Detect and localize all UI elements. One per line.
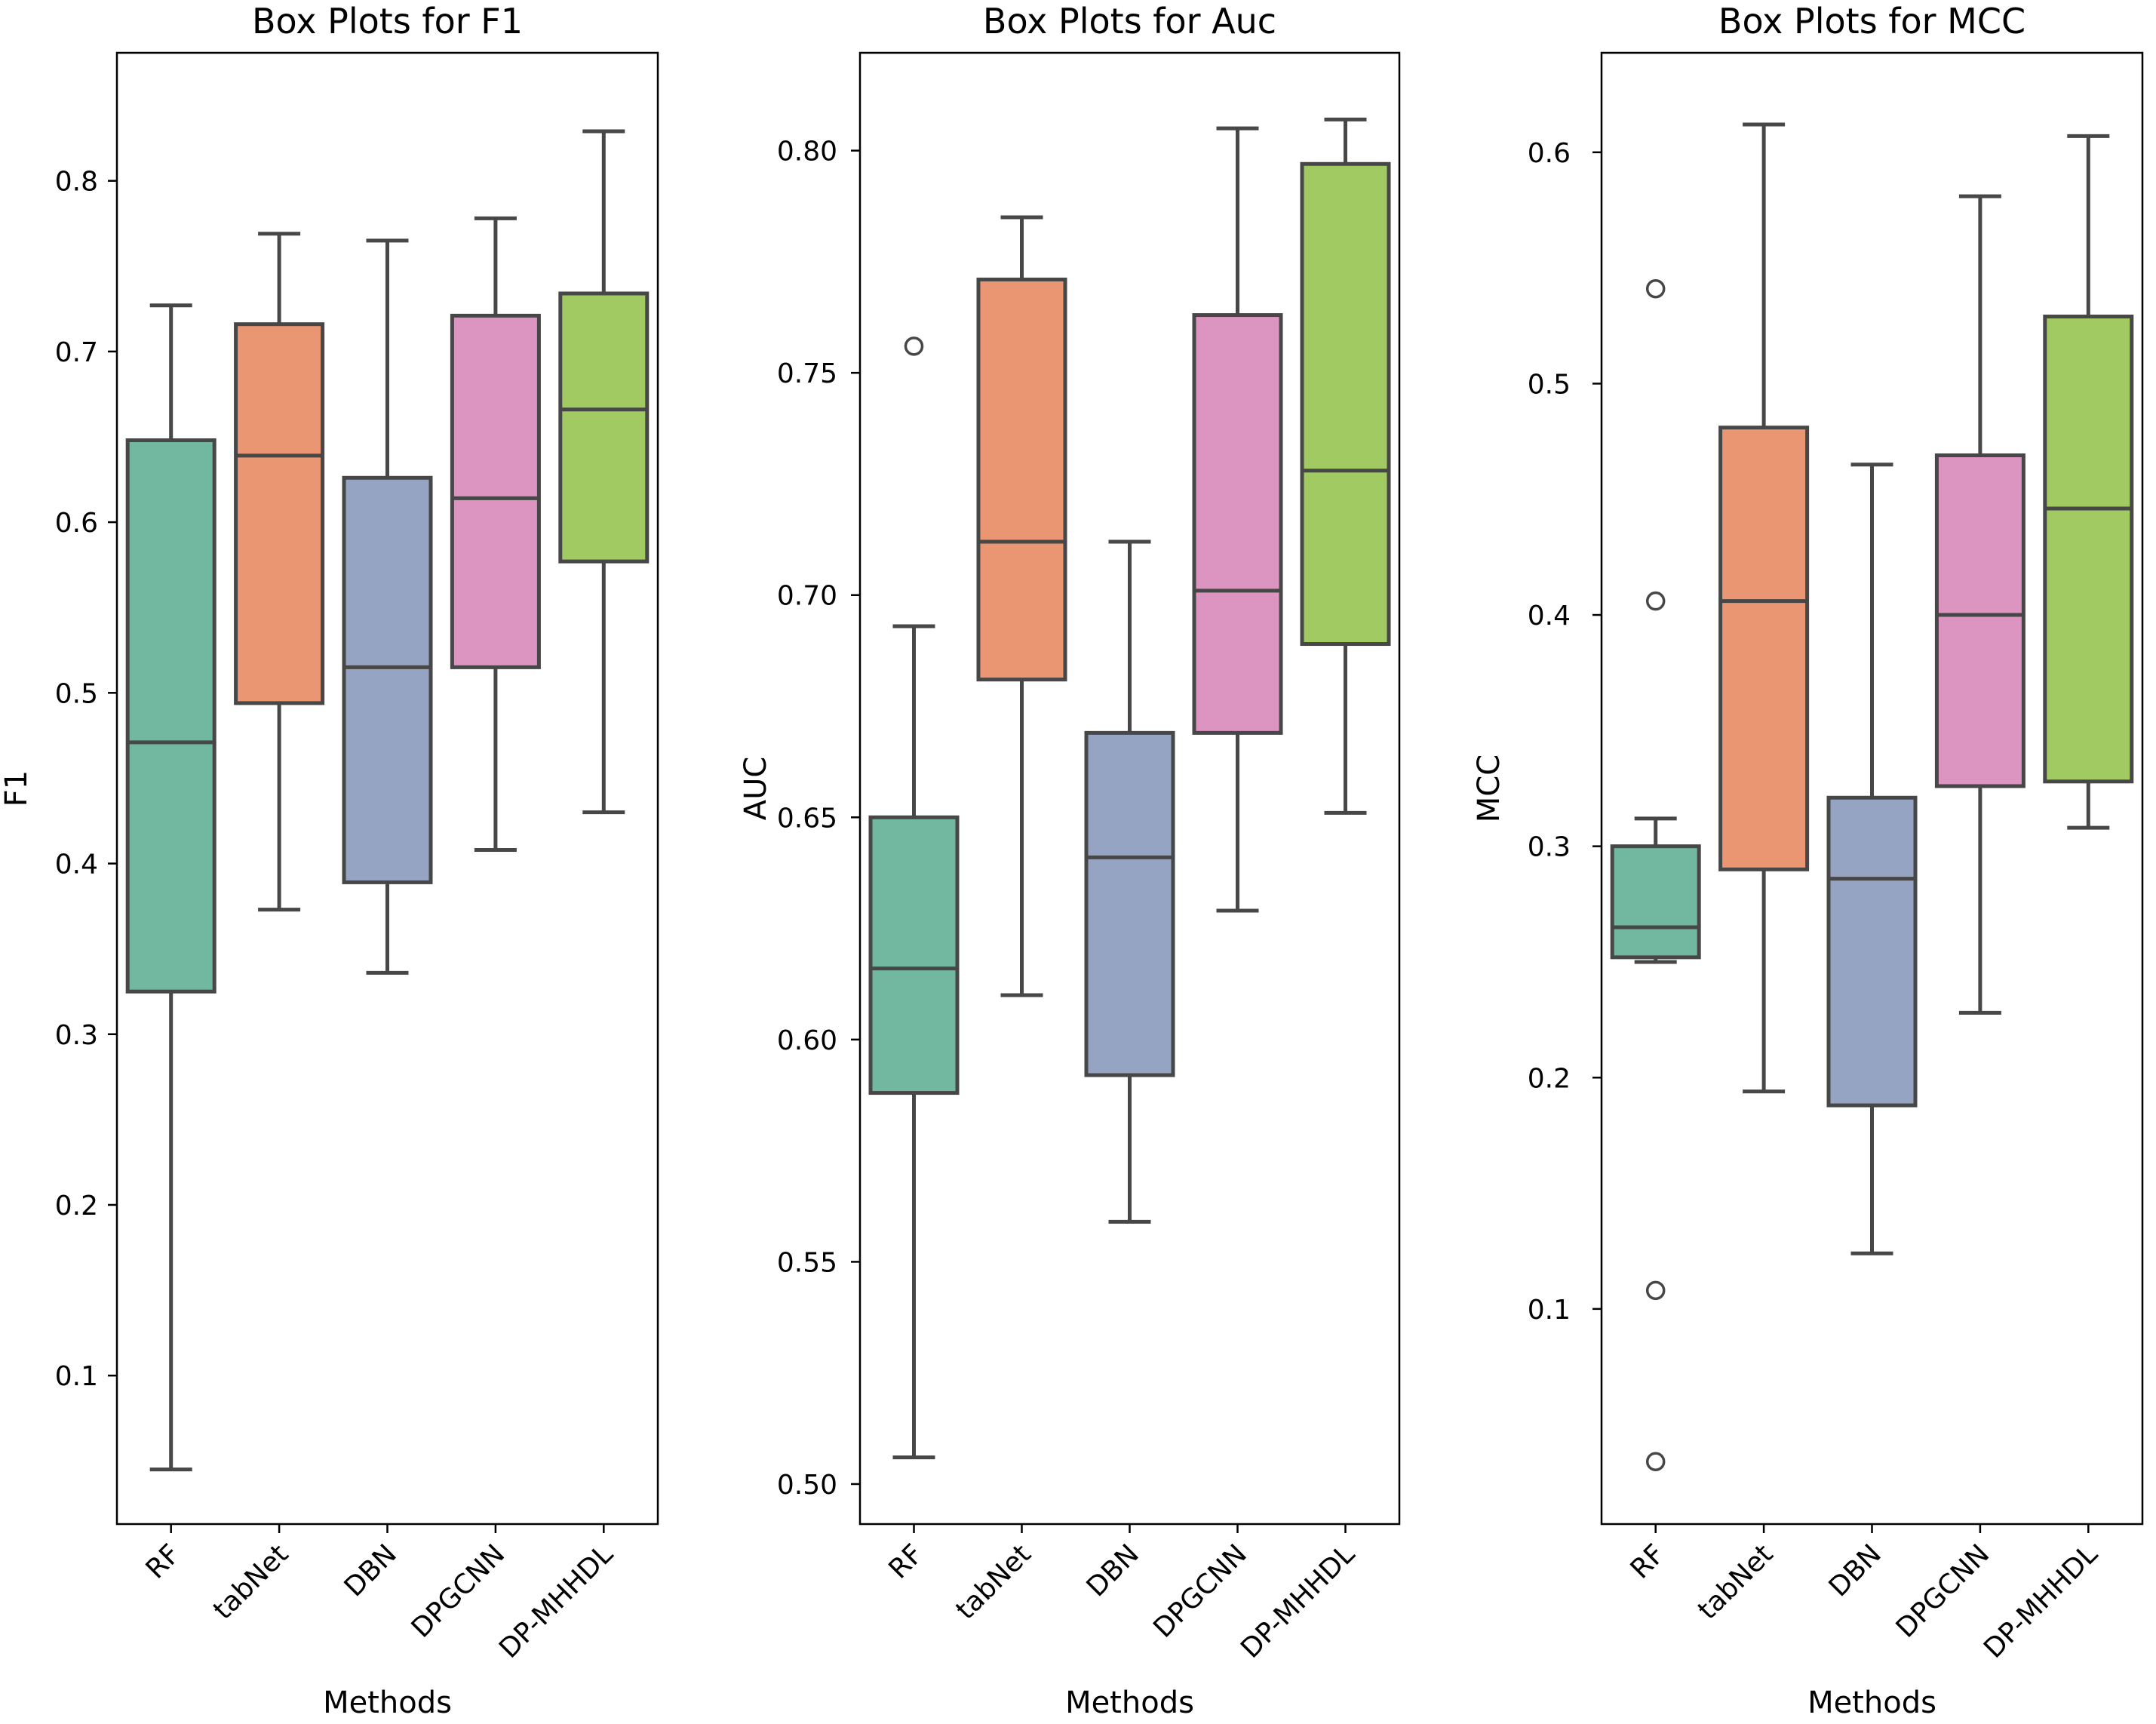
chart-panel-auc: Box Plots for Auc AUC Methods 0.50 0.55 0.60 0… [739, 1, 1401, 1720]
box-tabnet [234, 232, 325, 912]
box-tabnet [1718, 122, 1810, 1094]
box-dp-mhhdl [2043, 134, 2134, 830]
y-tick-label: 0.70 [777, 581, 837, 612]
y-tick-label: 0.60 [777, 1025, 837, 1056]
box-dpgcnn [1192, 126, 1283, 913]
x-axis-label: Methods [1807, 1686, 1936, 1720]
iqr-box [1718, 426, 1810, 871]
y-tick-label: 0.2 [55, 1191, 98, 1222]
x-tick-label-rf: RF [1625, 1538, 1671, 1584]
iqr-box [868, 815, 960, 1096]
x-tick-label-dbn: DBN [339, 1538, 403, 1603]
chart-title: Box Plots for MCC [1718, 1, 2025, 41]
box-tabnet [976, 215, 1067, 997]
x-axis-label: Methods [1065, 1686, 1194, 1720]
chart-panel-mcc: Box Plots for MCC MCC Methods 0.1 0.2 0.3 0.4 0… [1472, 1, 2144, 1720]
chart-title: Box Plots for F1 [252, 1, 523, 41]
iqr-box [1826, 795, 1918, 1108]
iqr-box [1610, 844, 1701, 960]
box-dbn [1084, 539, 1175, 1224]
iqr-box [2043, 315, 2134, 784]
iqr-box [1300, 161, 1391, 647]
y-tick-label: 0.1 [1528, 1295, 1571, 1326]
box-rf [868, 337, 960, 1460]
y-tick-label: 0.7 [55, 337, 98, 368]
x-tick-label-dpgcnn: DPGCNN [406, 1538, 511, 1644]
x-tick-label-dpgcnn: DPGCNN [1890, 1538, 1996, 1644]
x-tick-label-tabnet: tabNet [1692, 1538, 1779, 1625]
y-axis-label: AUC [739, 757, 773, 821]
iqr-box [976, 277, 1067, 682]
iqr-box [558, 291, 650, 564]
iqr-box [125, 438, 217, 994]
box-dpgcnn [450, 216, 541, 852]
x-tick-label-dpgcnn: DPGCNN [1147, 1538, 1253, 1644]
y-tick-label: 0.80 [777, 137, 837, 167]
x-axis-label: Methods [323, 1686, 452, 1720]
y-tick-label: 0.3 [55, 1020, 98, 1051]
outlier-point [1645, 591, 1666, 611]
plot-frame [858, 51, 1401, 1526]
box-dp-mhhdl [558, 129, 650, 815]
y-tick-label: 0.6 [1528, 138, 1571, 169]
box-dbn [1826, 462, 1918, 1255]
y-tick-label: 0.6 [55, 508, 98, 539]
y-tick-label: 0.65 [777, 803, 837, 834]
y-axis-label: MCC [1472, 754, 1506, 822]
x-tick-label-dp-mhhdl: DP-MHHDL [1235, 1538, 1361, 1664]
y-tick-label: 0.3 [1528, 832, 1571, 863]
plot-frame [115, 51, 659, 1526]
y-tick-label: 0.75 [777, 358, 837, 389]
iqr-box [450, 313, 541, 669]
iqr-box [342, 475, 433, 884]
y-tick-label: 0.8 [55, 167, 98, 198]
x-tick-label-tabnet: tabNet [950, 1538, 1037, 1625]
x-tick-label-dp-mhhdl: DP-MHHDL [493, 1538, 619, 1664]
plot-frame [1600, 51, 2144, 1526]
x-tick-label-dbn: DBN [1823, 1538, 1887, 1603]
chart-title: Box Plots for Auc [983, 1, 1276, 41]
box-dbn [342, 238, 433, 975]
y-tick-label: 0.2 [1528, 1063, 1571, 1094]
outlier-point [1645, 1452, 1666, 1471]
iqr-box [1934, 453, 2025, 788]
iqr-box [1084, 730, 1175, 1077]
y-axis-label: F1 [0, 770, 34, 807]
y-tick-label: 0.4 [55, 850, 98, 880]
outlier-point [904, 337, 924, 356]
outlier-point [1645, 1280, 1666, 1301]
iqr-box [1192, 313, 1283, 735]
box-rf [1610, 278, 1701, 1471]
outlier-point [1645, 278, 1666, 299]
y-tick-label: 0.5 [55, 678, 98, 709]
iqr-box [234, 322, 325, 705]
y-tick-label: 0.50 [777, 1470, 837, 1501]
x-tick-label-rf: RF [883, 1538, 929, 1584]
x-tick-label-tabnet: tabNet [207, 1538, 294, 1625]
x-tick-label-dbn: DBN [1081, 1538, 1145, 1603]
x-tick-label-rf: RF [140, 1538, 186, 1584]
y-tick-label: 0.4 [1528, 601, 1571, 632]
chart-panel-f1: Box Plots for F1 F1 Methods 0.1 0.2 0.3 0.4 0.5… [0, 1, 659, 1720]
box-dpgcnn [1934, 194, 2025, 1015]
box-rf [125, 303, 217, 1472]
x-tick-label-dp-mhhdl: DP-MHHDL [1978, 1538, 2104, 1664]
y-tick-label: 0.1 [55, 1361, 98, 1392]
y-tick-label: 0.5 [1528, 369, 1571, 400]
box-dp-mhhdl [1300, 117, 1391, 815]
y-tick-label: 0.55 [777, 1247, 837, 1278]
